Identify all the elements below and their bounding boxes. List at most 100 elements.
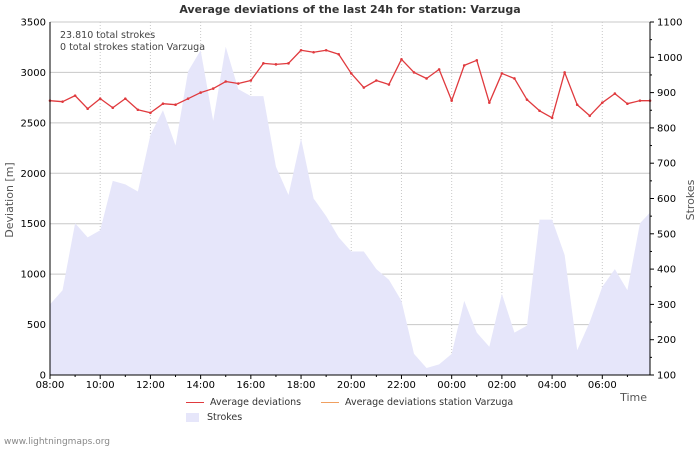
x-axis-label: Time <box>619 391 647 404</box>
avg-deviation-point <box>174 103 177 107</box>
y2-tick-label: 300 <box>657 300 676 311</box>
avg-deviation-point <box>638 99 642 102</box>
credit-text: www.lightningmaps.org <box>4 437 110 447</box>
strokes-area <box>50 46 650 376</box>
avg-deviation-point <box>61 100 64 103</box>
x-tick-label: 10:00 <box>86 380 115 391</box>
y2-tick-label: 600 <box>657 194 676 205</box>
x-tick-label: 20:00 <box>337 380 366 391</box>
y2-tick-label: 500 <box>657 229 676 240</box>
y-tick-label: 2500 <box>21 118 46 129</box>
avg-deviation-point <box>98 97 102 100</box>
y2-tick-label: 700 <box>657 159 676 170</box>
avg-deviation-point <box>400 58 403 61</box>
avg-deviation-point <box>613 92 617 95</box>
legend-label-station: Average deviations station Varzuga <box>345 397 514 408</box>
legend-swatch-strokes <box>186 413 199 422</box>
x-tick-label: 18:00 <box>287 380 316 391</box>
avg-deviation-point <box>500 72 504 75</box>
avg-deviation-point <box>299 48 303 52</box>
avg-deviation-point <box>550 116 554 120</box>
y2-tick-label: 900 <box>657 88 676 99</box>
y-tick-label: 0 <box>40 371 46 382</box>
avg-deviation-line <box>49 49 650 119</box>
y-tick-label: 3500 <box>21 18 46 29</box>
avg-deviation-point <box>224 80 228 83</box>
avg-deviation-point <box>249 79 253 82</box>
annotation-total-strokes: 23.810 total strokes <box>60 30 155 41</box>
avg-deviation-point <box>525 98 529 101</box>
avg-deviation-point <box>262 62 265 65</box>
avg-deviation-point <box>287 62 290 65</box>
legend-swatch-station <box>321 402 339 403</box>
avg-deviation-point <box>563 71 566 74</box>
y-tick-label: 500 <box>27 320 46 331</box>
y2-tick-label: 1100 <box>657 18 682 29</box>
x-tick-label: 14:00 <box>186 380 215 391</box>
avg-deviation-point <box>199 91 202 94</box>
legend-swatch-avg <box>186 402 204 403</box>
avg-deviation-point <box>149 111 152 115</box>
avg-deviation-point <box>73 94 77 97</box>
avg-deviation-point <box>538 109 541 113</box>
avg-deviation-point <box>588 114 592 118</box>
annotation-station-strokes: 0 total strokes station Varzuga <box>60 42 205 53</box>
legend-item-strokes[interactable]: Strokes <box>186 412 242 423</box>
y2-tick-label: 200 <box>657 335 676 346</box>
x-tick-label: 04:00 <box>538 380 567 391</box>
avg-deviation-point <box>412 71 416 74</box>
x-tick-label: 00:00 <box>437 380 466 391</box>
y-axis-label: Deviation [m] <box>3 162 16 237</box>
avg-deviation-point <box>86 107 89 111</box>
strokes-area-layer <box>50 46 650 376</box>
legend-label-strokes: Strokes <box>207 412 243 423</box>
x-tick-label: 06:00 <box>588 380 617 391</box>
x-tick-label: 16:00 <box>236 380 265 391</box>
avg-deviation-point <box>601 101 604 104</box>
avg-deviation-point <box>337 52 341 56</box>
y-tick-label: 1000 <box>21 270 46 281</box>
avg-deviation-point <box>475 59 479 62</box>
avg-deviation-point <box>425 77 428 80</box>
legend-item-avg[interactable]: Average deviations <box>186 397 301 408</box>
avg-deviation-point <box>362 86 366 89</box>
y2-axis-label: Strokes <box>684 179 697 220</box>
x-tick-label: 22:00 <box>387 380 416 391</box>
avg-deviation-point <box>575 103 579 107</box>
avg-deviation-point <box>513 77 516 80</box>
avg-deviation-point <box>437 68 441 71</box>
lines-layer <box>48 48 652 120</box>
avg-deviation-point <box>186 97 190 100</box>
y2-tick-label: 400 <box>657 265 676 276</box>
avg-deviation-point <box>349 72 353 75</box>
avg-deviation-point <box>111 106 115 110</box>
avg-deviation-point <box>462 64 466 67</box>
legend-item-station[interactable]: Average deviations station Varzuga <box>321 397 513 408</box>
avg-deviation-point <box>136 108 140 112</box>
avg-deviation-point <box>312 50 315 54</box>
avg-deviation-point <box>387 83 391 86</box>
avg-deviation-point <box>211 87 215 90</box>
avg-deviation-point <box>161 102 165 105</box>
avg-deviation-point <box>324 48 328 52</box>
y2-tick-label: 800 <box>657 123 676 134</box>
avg-deviation-point <box>375 79 378 82</box>
y2-tick-label: 1000 <box>657 53 682 64</box>
avg-deviation-point <box>488 101 491 104</box>
y2-tick-label: 100 <box>657 371 676 382</box>
y-tick-label: 3000 <box>21 68 46 79</box>
avg-deviation-point <box>626 102 629 105</box>
x-tick-label: 08:00 <box>36 380 65 391</box>
avg-deviation-point <box>236 82 240 85</box>
avg-deviation-point <box>274 63 278 66</box>
avg-deviation-point <box>450 99 453 102</box>
y-tick-label: 2000 <box>21 169 46 180</box>
axes: 0 500 1000 1500 2000 2500 3000 3500 100 200 300 400… <box>21 18 683 392</box>
y-tick-label: 1500 <box>21 219 46 230</box>
avg-deviation-point <box>124 97 127 100</box>
x-tick-label: 02:00 <box>487 380 516 391</box>
chart-title: Average deviations of the last 24h for s… <box>179 3 520 16</box>
x-tick-label: 12:00 <box>136 380 165 391</box>
legend-label-avg: Average deviations <box>210 397 302 408</box>
